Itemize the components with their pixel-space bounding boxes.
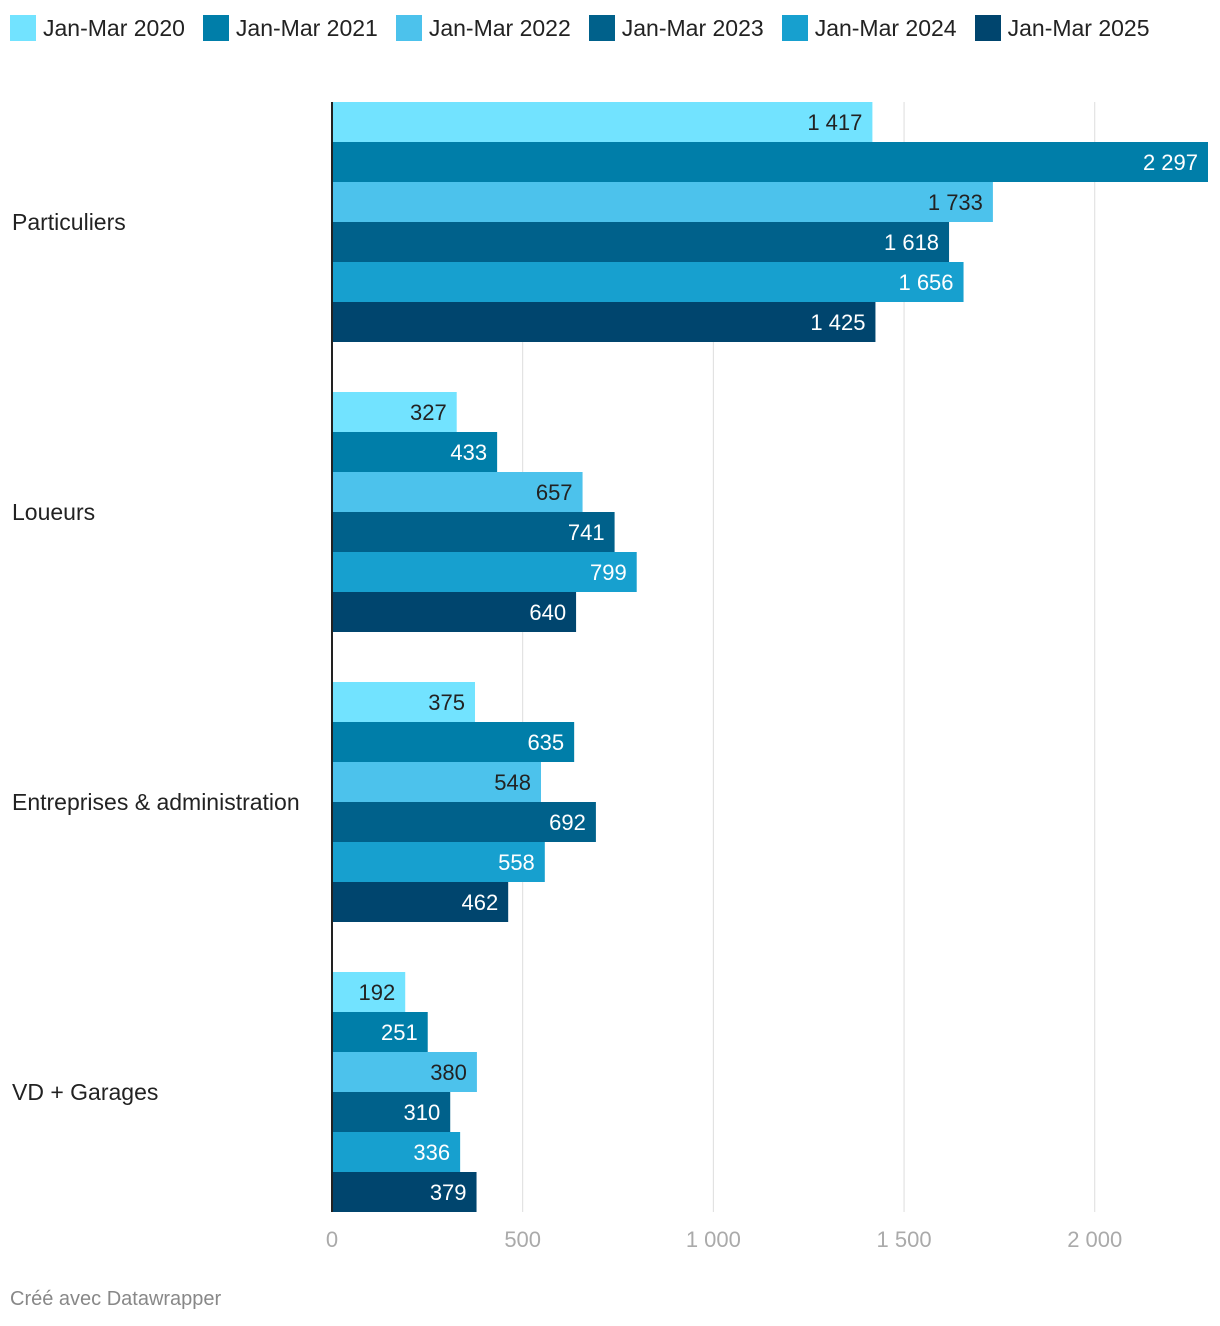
legend-label: Jan-Mar 2020 (43, 15, 185, 41)
bar (332, 972, 406, 1012)
legend-swatch (202, 15, 229, 41)
bar-value-label: 251 (381, 1020, 418, 1045)
bar (332, 222, 950, 262)
x-tick-label: 2 000 (1067, 1227, 1122, 1252)
category-label: Entreprises & administration (12, 789, 300, 815)
bar (332, 262, 964, 302)
bar (332, 1172, 477, 1212)
bar (332, 142, 1208, 182)
legend-label: Jan-Mar 2024 (814, 15, 957, 41)
bar (332, 392, 457, 432)
bar-value-label: 336 (413, 1140, 450, 1165)
bar-value-label: 380 (430, 1060, 467, 1085)
bar-value-label: 327 (410, 400, 447, 425)
bar (332, 102, 873, 142)
legend-label: Jan-Mar 2021 (235, 15, 378, 41)
bar-value-label: 1 417 (807, 110, 862, 135)
legend-item: Jan-Mar 2023 (588, 10, 764, 46)
bar (332, 1052, 477, 1092)
legend-label: Jan-Mar 2023 (621, 15, 764, 41)
bar (332, 802, 596, 842)
legend-label: Jan-Mar 2022 (428, 15, 571, 41)
bars (332, 102, 1208, 1212)
bar (332, 472, 583, 512)
legend-item: Jan-Mar 2021 (202, 10, 378, 46)
bar-value-label: 657 (536, 480, 573, 505)
bar-value-label: 2 297 (1143, 150, 1198, 175)
legend-item: Jan-Mar 2024 (781, 10, 957, 46)
legend-item: Jan-Mar 2025 (974, 10, 1150, 46)
bar (332, 302, 876, 342)
bar (332, 512, 615, 552)
legend-swatch (781, 15, 808, 41)
legend-item: Jan-Mar 2020 (10, 10, 185, 46)
bar (332, 1012, 428, 1052)
bar-value-label: 548 (494, 770, 531, 795)
bar-value-label: 558 (498, 850, 535, 875)
legend-swatch (588, 15, 615, 41)
category-label: Particuliers (12, 209, 126, 235)
bar (332, 1132, 461, 1172)
bar-value-label: 379 (430, 1180, 467, 1205)
bar (332, 722, 575, 762)
bar-value-label: 375 (428, 690, 465, 715)
bar-value-label: 1 733 (928, 190, 983, 215)
bar-value-label: 640 (529, 600, 566, 625)
legend-swatch (10, 15, 36, 41)
bar (332, 842, 545, 882)
legend-swatch (395, 15, 422, 41)
x-tick-label: 500 (504, 1227, 541, 1252)
bar-value-label: 799 (590, 560, 627, 585)
bar (332, 1092, 451, 1132)
bar-value-label: 692 (549, 810, 586, 835)
legend-item: Jan-Mar 2022 (395, 10, 571, 46)
bar (332, 182, 993, 222)
labels: 0 500 1 000 1 500 2 000 Particuliers 1 417 2 29… (12, 110, 1198, 1252)
bar-value-label: 462 (461, 890, 498, 915)
legend-swatch (974, 15, 1001, 41)
bar (332, 432, 498, 472)
bar-value-label: 1 656 (898, 270, 953, 295)
bar-chart: 0 500 1 000 1 500 2 000 Particuliers 1 417 2 29… (12, 102, 1208, 1252)
bar-value-label: 192 (359, 980, 396, 1005)
legend: Jan-Mar 2020 Jan-Mar 2021 Jan-Mar 2022 Jan-… (10, 10, 1190, 46)
legend-label: Jan-Mar 2025 (1007, 15, 1150, 41)
bar (332, 552, 637, 592)
bar (332, 592, 577, 632)
bar (332, 682, 476, 722)
bar-value-label: 433 (450, 440, 487, 465)
bar-value-label: 1 425 (810, 310, 865, 335)
bar (332, 882, 509, 922)
bar (332, 762, 541, 802)
bar-value-label: 635 (527, 730, 564, 755)
credit-footer: Créé avec Datawrapper (10, 1288, 222, 1310)
category-label: Loueurs (12, 499, 95, 525)
x-tick-label: 0 (326, 1227, 338, 1252)
category-label: VD + Garages (12, 1079, 158, 1105)
x-tick-label: 1 500 (877, 1227, 932, 1252)
bar-value-label: 310 (404, 1100, 441, 1125)
x-tick-label: 1 000 (686, 1227, 741, 1252)
bar-value-label: 1 618 (884, 230, 939, 255)
bar-value-label: 741 (568, 520, 605, 545)
